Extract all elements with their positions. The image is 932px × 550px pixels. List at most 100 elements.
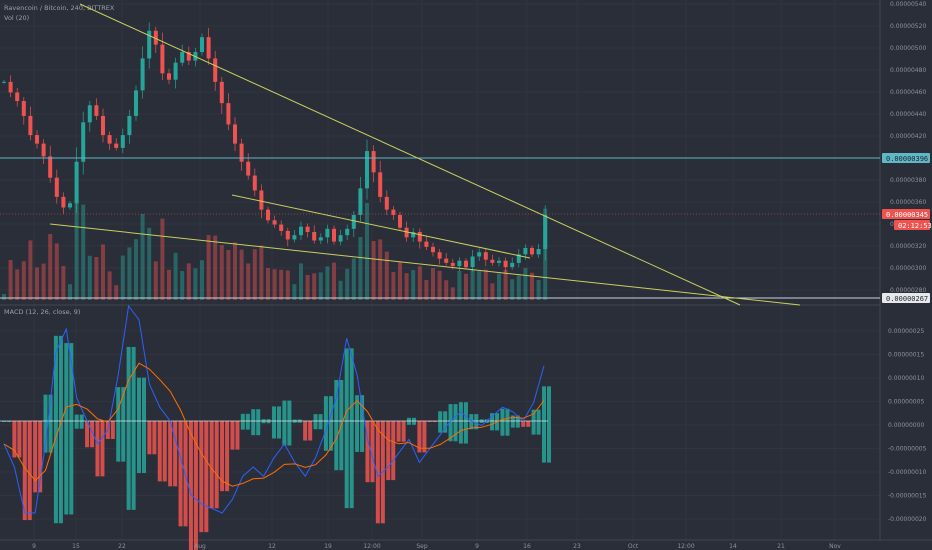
- support-price-tag: 0.00000267: [882, 293, 930, 303]
- price-tick: 0.00000380: [890, 177, 926, 184]
- candle-body: [437, 252, 442, 259]
- volume-bar: [365, 203, 369, 300]
- macd-histogram-bar: [391, 421, 396, 481]
- candle-body: [510, 262, 515, 268]
- candle-body: [239, 143, 244, 162]
- time-tick: 16: [523, 543, 531, 550]
- candle-body: [48, 156, 53, 178]
- macd-tick: 0.00000015: [888, 352, 924, 359]
- macd-histogram-bar: [74, 414, 79, 429]
- candle-body: [41, 143, 46, 157]
- volume-bar: [457, 271, 462, 300]
- macd-histogram-bar: [277, 406, 281, 439]
- macd-indicator-title[interactable]: MACD (12, 26, close, 9): [4, 308, 80, 316]
- macd-histogram-bar: [547, 386, 551, 463]
- macd-histogram-bar: [58, 335, 63, 524]
- volume-bar: [464, 273, 468, 300]
- macd-histogram-bar: [323, 396, 328, 451]
- candle-body: [61, 196, 66, 208]
- volume-bar: [35, 267, 39, 300]
- time-axis[interactable]: 9 15 22 Aug 12 19 12:00 Sep 9 16 23 Oct 12:00 14 21 Nov: [32, 543, 841, 550]
- macd-histogram-bar: [386, 421, 391, 481]
- volume-bar: [180, 271, 185, 300]
- macd-histogram-bar: [121, 387, 126, 462]
- macd-histogram-bar: [375, 421, 380, 524]
- macd-histogram: [0, 335, 551, 550]
- channel-trendline[interactable]: [231, 194, 531, 259]
- grid-lines: [0, 0, 880, 540]
- macd-histogram-bar: [199, 421, 204, 533]
- time-tick: 12:00: [677, 543, 694, 550]
- candle-body: [285, 230, 290, 240]
- candle-body: [68, 203, 72, 208]
- time-tick: Sep: [416, 543, 428, 550]
- macd-histogram-bar: [2, 421, 6, 422]
- candle-body: [101, 115, 105, 136]
- macd-histogram-bar: [116, 387, 121, 462]
- macd-histogram-bar: [137, 377, 141, 474]
- macd-histogram-bar: [432, 421, 437, 422]
- candle-body: [127, 115, 132, 136]
- candle-body: [530, 247, 534, 255]
- candle-body: [398, 214, 402, 228]
- volume-bar: [134, 239, 138, 300]
- symbol-title[interactable]: Ravencoin / Bitcoin, 240, BITTREX: [4, 4, 115, 12]
- volume-indicator-title[interactable]: Vol (20): [4, 14, 29, 22]
- candle-body: [186, 52, 191, 61]
- candle-body: [503, 260, 508, 268]
- macd-histogram-bar: [64, 343, 69, 515]
- candle-body: [325, 228, 330, 238]
- candle-body: [516, 254, 521, 263]
- macd-histogram-bar: [360, 395, 365, 452]
- candle-body: [523, 247, 528, 255]
- macd-histogram-bar: [173, 421, 178, 487]
- lower-trendline[interactable]: [49, 223, 801, 306]
- time-tick: Oct: [628, 543, 639, 550]
- volume-bar: [200, 260, 204, 300]
- candle-body: [35, 135, 39, 144]
- candle-body: [2, 81, 6, 83]
- macd-histogram-bar: [303, 421, 308, 441]
- candle-body: [94, 105, 99, 116]
- candle-body: [180, 52, 185, 63]
- candle-body: [450, 262, 455, 267]
- upper-trendline[interactable]: [79, 3, 741, 306]
- candle-body: [318, 237, 323, 241]
- macd-histogram-bar: [282, 400, 287, 446]
- candle-body: [167, 73, 171, 80]
- time-tick: 12:00: [363, 543, 380, 550]
- macd-histogram-bar: [427, 421, 432, 422]
- volume-bar: [417, 266, 422, 300]
- macd-line: [3, 304, 545, 514]
- macd-histogram-bar: [110, 421, 115, 439]
- volume-bar: [186, 263, 191, 300]
- candle-body: [292, 235, 297, 240]
- price-tick: 0.00000540: [890, 1, 926, 8]
- volume-bar: [87, 255, 92, 300]
- volume-bar: [54, 243, 59, 300]
- volume-bar: [325, 266, 330, 300]
- macd-histogram-bar: [69, 343, 74, 515]
- macd-tick: -0.00000015: [888, 493, 927, 500]
- volume-bar: [114, 285, 119, 300]
- macd-histogram-bar: [500, 408, 505, 436]
- candle-body: [497, 260, 501, 263]
- candle-body: [213, 58, 218, 82]
- volume-bar: [140, 214, 145, 300]
- macd-axis[interactable]: 0.00000025 0.00000015 0.00000010 0.00000005…: [888, 328, 927, 523]
- time-tick: 22: [118, 543, 126, 550]
- macd-histogram-bar: [48, 394, 53, 453]
- volume-bar: [61, 266, 66, 300]
- time-tick: 19: [324, 543, 332, 550]
- macd-histogram-bar: [220, 421, 225, 492]
- volume-bar: [94, 257, 99, 300]
- macd-histogram-bar: [370, 421, 375, 483]
- volume-bar: [252, 249, 257, 300]
- macd-histogram-bar: [240, 413, 245, 430]
- price-tick: 0.00000460: [890, 89, 926, 96]
- macd-histogram-bar: [22, 421, 27, 521]
- candle-body: [120, 135, 125, 148]
- volume-bar: [219, 245, 224, 300]
- candle-body: [8, 81, 13, 93]
